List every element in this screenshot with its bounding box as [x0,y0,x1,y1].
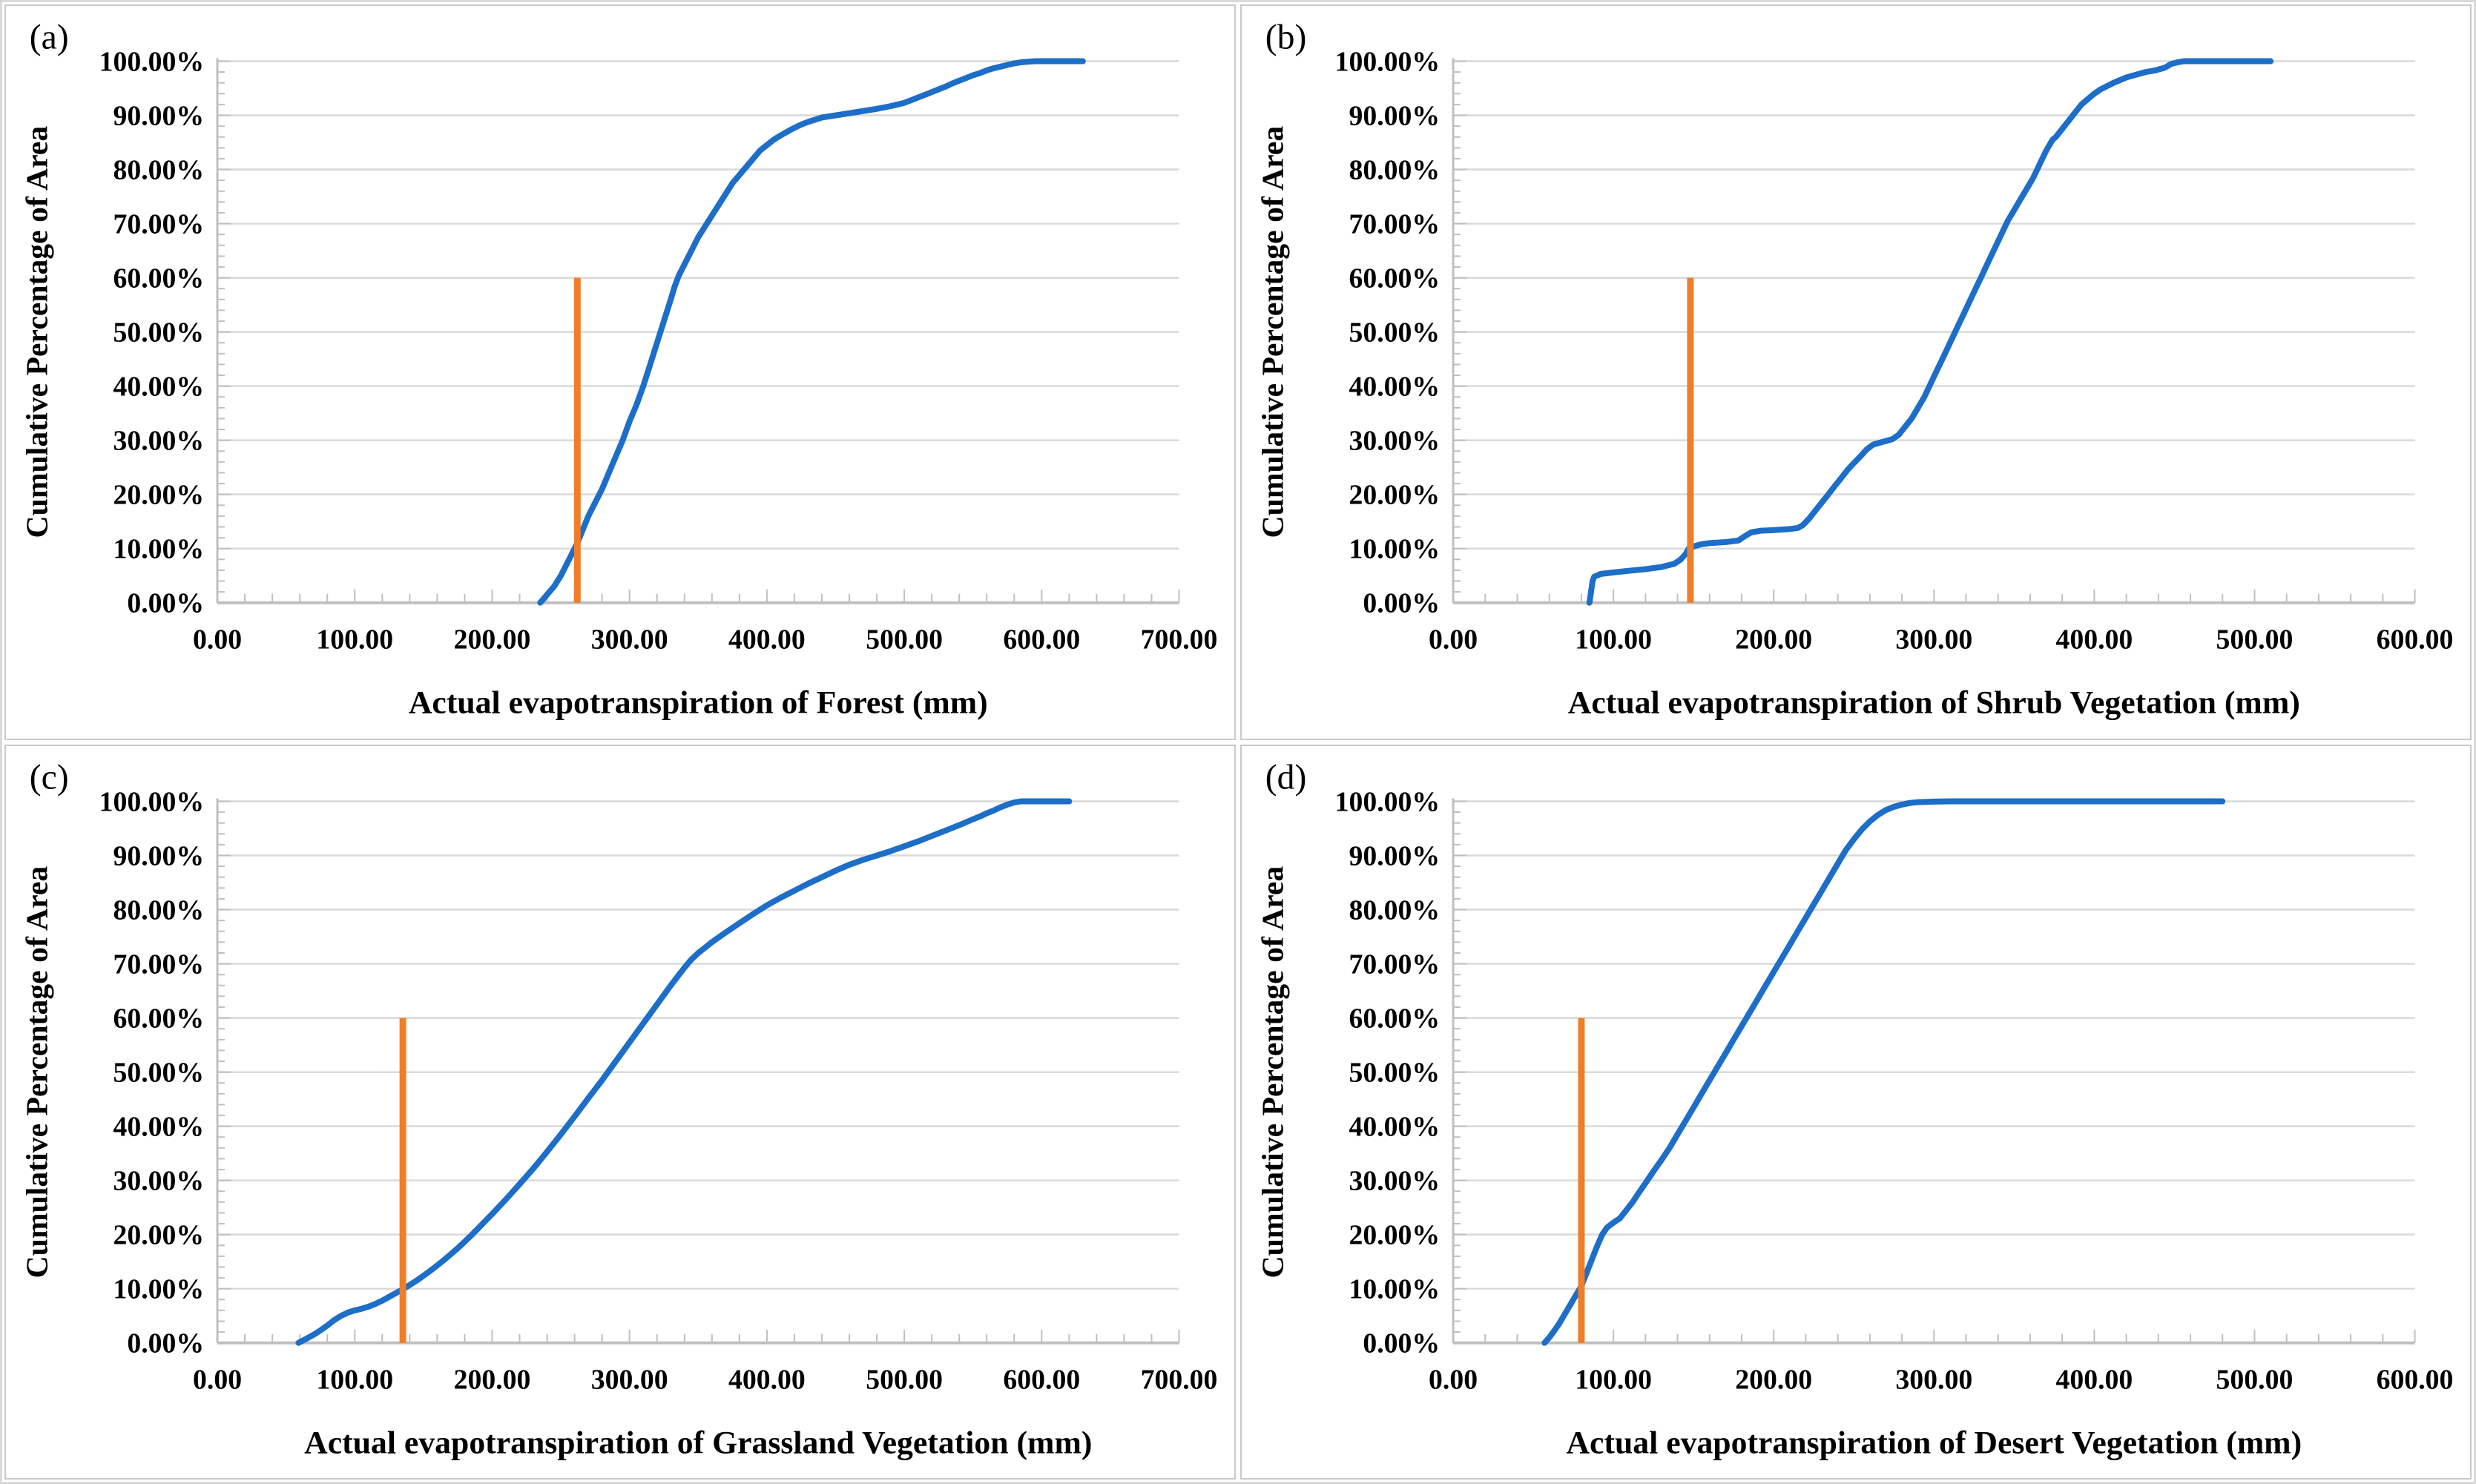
y-axis-title: Cumulative Percentage of Area [21,865,55,1278]
y-axis-title: Cumulative Percentage of Area [21,126,55,538]
y-tick-label: 90.00% [113,840,205,871]
y-tick-label: 10.00% [1349,1273,1441,1305]
x-tick-label: 100.00 [316,624,393,655]
x-tick-label: 300.00 [1895,1364,1972,1395]
y-tick-label: 80.00% [113,154,205,185]
x-tick-label: 700.00 [1141,624,1218,655]
y-tick-label: 50.00% [1349,317,1441,349]
panel-letter-label: (a) [30,19,69,57]
x-axis-title: Actual evapotranspiration of Grassland V… [304,1425,1092,1460]
x-tick-label: 100.00 [1575,1364,1652,1395]
x-tick-label: 100.00 [316,1364,393,1395]
x-tick-label: 200.00 [454,1364,531,1395]
x-tick-label: 100.00 [1575,624,1652,655]
x-tick-label: 500.00 [2216,1364,2294,1395]
cdf-chart-c: 100.00% 90.00% 80.00% 70.00% 60.00% 50.00% 40.… [21,758,1218,1460]
x-tick-label: 0.00 [1429,1364,1478,1395]
y-tick-label: 20.00% [113,480,205,511]
y-tick-label: 10.00% [113,534,205,565]
x-axis-title: Actual evapotranspiration of Shrub Veget… [1568,685,2300,721]
y-tick-label: 80.00% [1349,894,1441,926]
y-tick-label: 10.00% [1349,534,1441,565]
y-tick-label: 30.00% [113,426,205,457]
x-tick-label: 400.00 [2055,1364,2133,1395]
y-tick-label: 100.00% [99,46,205,77]
x-axis-title: Actual evapotranspiration of Desert Vege… [1566,1425,2302,1460]
y-tick-label: 90.00% [1349,840,1441,871]
cdf-chart-d: 100.00% 90.00% 80.00% 70.00% 60.00% 50.00% 40.… [1257,758,2454,1460]
y-tick-label: 30.00% [1349,1165,1441,1196]
y-tick-label: 70.00% [113,949,205,980]
y-tick-label: 20.00% [113,1219,205,1250]
x-tick-label: 200.00 [1735,1364,1812,1395]
y-tick-label: 80.00% [1349,154,1441,185]
cdf-curve [537,58,1086,606]
y-tick-label: 50.00% [113,1057,205,1088]
y-tick-label: 50.00% [1349,1057,1441,1088]
y-tick-label: 60.00% [1349,1003,1441,1034]
x-tick-label: 300.00 [591,1364,668,1395]
y-tick-label: 40.00% [113,372,205,403]
panel-letter-label: (c) [30,758,69,797]
x-tick-label: 400.00 [2055,624,2133,655]
y-tick-label: 60.00% [1349,263,1441,294]
x-axis-title: Actual evapotranspiration of Forest (mm) [409,685,988,721]
x-tick-label: 700.00 [1141,1364,1218,1395]
cdf-curve [1541,798,2226,1346]
y-tick-label: 0.00% [127,1328,204,1359]
y-axis-title: Cumulative Percentage of Area [1257,865,1291,1278]
y-tick-label: 40.00% [1349,1111,1441,1142]
y-tick-label: 0.00% [127,588,204,619]
x-tick-label: 0.00 [193,624,242,655]
panel-letter-label: (d) [1265,758,1307,797]
y-tick-label: 90.00% [113,100,205,131]
x-tick-label: 400.00 [728,624,806,655]
y-tick-label: 100.00% [1335,46,1441,77]
cdf-curve [295,798,1073,1346]
x-tick-label: 600.00 [1003,624,1080,655]
x-tick-label: 300.00 [1895,624,1972,655]
cdf-chart-b: 100.00% 90.00% 80.00% 70.00% 60.00% 50.00% 40.… [1257,19,2454,721]
x-tick-label: 500.00 [2216,624,2294,655]
cdf-curve [1586,58,2274,606]
y-tick-label: 70.00% [1349,208,1441,240]
y-tick-label: 50.00% [113,317,205,349]
x-tick-label: 600.00 [2377,624,2454,655]
panel-c-grassland: 100.00% 90.00% 80.00% 70.00% 60.00% 50.00% 40.… [4,744,1236,1480]
x-tick-label: 0.00 [1429,624,1478,655]
y-tick-label: 30.00% [113,1165,205,1196]
y-tick-label: 20.00% [1349,1219,1441,1250]
y-tick-label: 60.00% [113,1003,205,1034]
x-tick-label: 600.00 [2377,1364,2454,1395]
x-tick-label: 200.00 [1735,624,1812,655]
cdf-chart-a: 100.00% 90.00% 80.00% 70.00% 60.00% 50.00% 40.… [21,19,1218,721]
y-tick-label: 30.00% [1349,426,1441,457]
y-tick-label: 10.00% [113,1273,205,1305]
y-axis-title: Cumulative Percentage of Area [1257,126,1291,538]
x-tick-label: 300.00 [591,624,668,655]
y-tick-label: 100.00% [1335,786,1441,817]
panel-d-desert: 100.00% 90.00% 80.00% 70.00% 60.00% 50.00% 40.… [1240,744,2472,1480]
x-tick-label: 200.00 [454,624,531,655]
y-tick-label: 20.00% [1349,480,1441,511]
x-tick-label: 500.00 [866,624,943,655]
y-tick-label: 0.00% [1363,1328,1440,1359]
y-tick-label: 70.00% [1349,949,1441,980]
y-tick-label: 90.00% [1349,100,1441,131]
panel-letter-label: (b) [1265,19,1307,57]
x-tick-label: 500.00 [866,1364,943,1395]
y-tick-label: 40.00% [1349,372,1441,403]
y-tick-label: 80.00% [113,894,205,926]
x-tick-label: 400.00 [728,1364,806,1395]
y-tick-label: 60.00% [113,263,205,294]
y-tick-label: 40.00% [113,1111,205,1142]
x-tick-label: 600.00 [1003,1364,1080,1395]
panel-a-forest: 100.00% 90.00% 80.00% 70.00% 60.00% 50.00% 40.… [4,4,1236,740]
panel-b-shrub: 100.00% 90.00% 80.00% 70.00% 60.00% 50.00% 40.… [1240,4,2472,740]
y-tick-label: 70.00% [113,208,205,240]
y-tick-label: 100.00% [99,786,205,817]
x-tick-label: 0.00 [193,1364,242,1395]
y-tick-label: 0.00% [1363,588,1440,619]
